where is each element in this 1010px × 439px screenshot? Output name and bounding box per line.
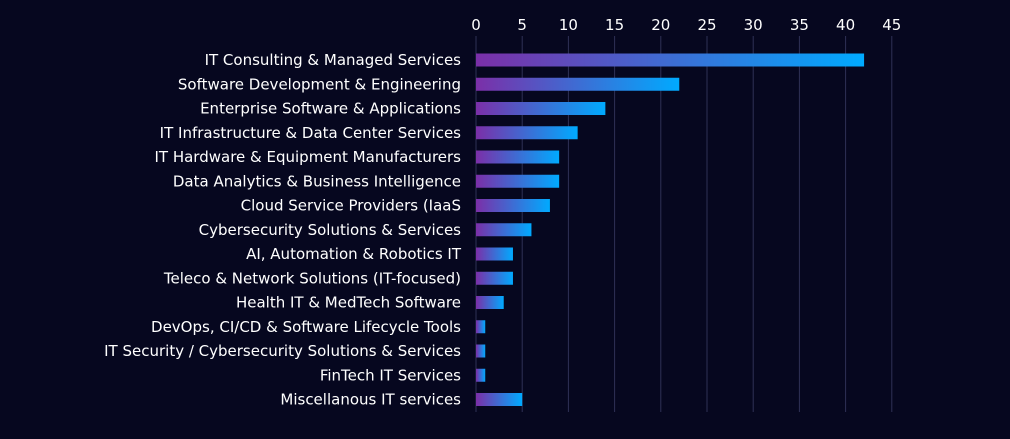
category-label: DevOps, CI/CD & Software Lifecycle Tools (151, 318, 461, 336)
category-label: Data Analytics & Business Intelligence (173, 172, 461, 190)
bar (476, 296, 504, 309)
bar (476, 223, 532, 237)
bars (476, 53, 865, 406)
bar (476, 53, 865, 67)
category-label: IT Infrastructure & Data Center Services (160, 124, 462, 142)
bar (476, 174, 560, 188)
bar (476, 344, 486, 358)
bar (476, 320, 486, 334)
x-tick-label: 15 (605, 16, 624, 34)
x-axis-ticks: 0 5 10 15 20 25 30 35 40 45 (471, 16, 901, 34)
x-tick-label: 10 (559, 16, 578, 34)
category-labels: IT Consulting & Managed Services Software… (104, 51, 462, 409)
bar (476, 126, 578, 140)
category-label: Teleco & Network Solutions (IT-focused) (163, 269, 461, 287)
category-label: Software Development & Engineering (178, 75, 461, 93)
x-tick-label: 20 (651, 16, 670, 34)
bar (476, 199, 550, 212)
x-tick-label: 25 (697, 16, 716, 34)
bar (476, 247, 513, 261)
bar (476, 393, 523, 406)
bar (476, 150, 560, 164)
x-tick-label: 0 (471, 16, 481, 34)
x-tick-label: 30 (744, 16, 763, 34)
x-tick-label: 40 (836, 16, 855, 34)
category-label: Enterprise Software & Applications (200, 100, 461, 118)
category-label: AI, Automation & Robotics IT (246, 245, 462, 263)
category-label: FinTech IT Services (320, 366, 461, 384)
gridlines (475, 36, 893, 412)
bar (476, 77, 680, 91)
category-label: IT Hardware & Equipment Manufacturers (154, 148, 461, 166)
category-label: IT Consulting & Managed Services (205, 51, 462, 69)
bar (476, 368, 486, 382)
category-label: IT Security / Cybersecurity Solutions & … (104, 342, 461, 360)
bar (476, 271, 513, 285)
x-tick-label: 5 (517, 16, 527, 34)
category-label: Health IT & MedTech Software (236, 294, 461, 312)
x-tick-label: 45 (882, 16, 901, 34)
category-label: Miscellanous IT services (280, 391, 461, 409)
x-tick-label: 35 (790, 16, 809, 34)
category-label: Cloud Service Providers (IaaS (241, 197, 461, 215)
category-label: Cybersecurity Solutions & Services (199, 221, 462, 239)
bar (476, 102, 606, 115)
